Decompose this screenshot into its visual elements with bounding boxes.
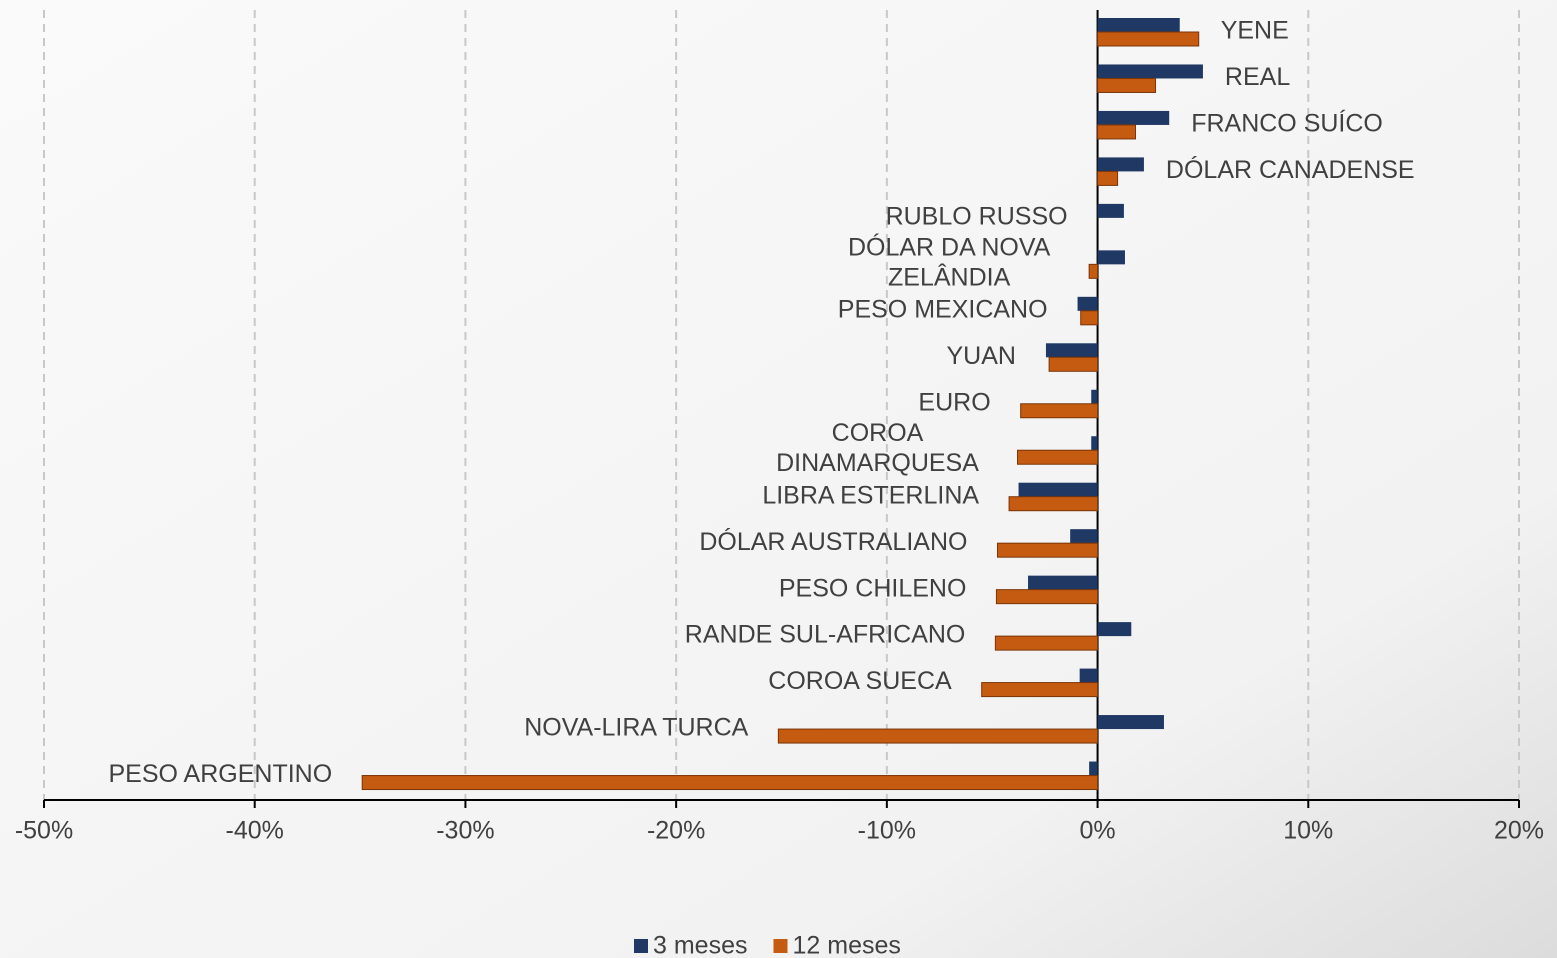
- category-label: YENE: [1221, 17, 1289, 45]
- bar: [1097, 110, 1170, 125]
- bar: [1097, 31, 1200, 47]
- category-label: EURO: [918, 388, 990, 416]
- bar: [1091, 389, 1098, 404]
- category-label: COROA SUECA: [768, 667, 952, 695]
- bar: [995, 589, 1099, 605]
- category-label: REAL: [1225, 63, 1290, 91]
- bar: [1008, 496, 1099, 512]
- bar: [1070, 529, 1098, 544]
- x-tick-label: 20%: [1494, 817, 1544, 845]
- bar: [1097, 64, 1203, 79]
- category-label: DÓLAR AUSTRALIANO: [699, 527, 967, 556]
- bar: [1045, 343, 1098, 358]
- bar: [1017, 449, 1099, 465]
- bar: [1097, 18, 1180, 32]
- category-label: PESO CHILENO: [779, 574, 967, 602]
- legend-label: 3 meses: [653, 932, 747, 958]
- bar: [996, 542, 1099, 558]
- bar: [361, 775, 1099, 791]
- category-label: DÓLAR DA NOVA ZELÂNDIA: [848, 232, 1051, 291]
- bar: [1097, 715, 1164, 730]
- category-label: DÓLAR CANADENSE: [1166, 155, 1415, 184]
- legend-swatch: [773, 939, 788, 953]
- x-tick-label: -40%: [226, 817, 284, 845]
- category-label: FRANCO SUÍCO: [1191, 109, 1383, 138]
- x-tick-label: -50%: [15, 817, 73, 845]
- bar: [1080, 310, 1099, 326]
- bar: [1097, 124, 1136, 140]
- x-tick-label: 10%: [1283, 817, 1333, 845]
- bar: [1048, 356, 1099, 372]
- bar: [1088, 263, 1099, 279]
- category-label: PESO ARGENTINO: [109, 760, 333, 788]
- bar: [1097, 170, 1119, 186]
- bar: [1097, 622, 1132, 637]
- x-tick-label: -20%: [647, 817, 705, 845]
- bar: [1097, 157, 1144, 172]
- bar: [1089, 761, 1098, 776]
- category-label: RUBLO RUSSO: [886, 202, 1068, 230]
- bar: [1097, 77, 1157, 93]
- category-label: RANDE SUL-AFRICANO: [685, 621, 966, 649]
- category-label: COROA DINAMARQUESA: [776, 419, 979, 477]
- bar: [1097, 250, 1125, 265]
- bar: [1097, 203, 1124, 218]
- bar: [981, 682, 1099, 698]
- bar: [994, 635, 1099, 651]
- bar: [777, 728, 1099, 744]
- legend-label: 12 meses: [792, 932, 900, 958]
- category-label: NOVA-LIRA TURCA: [524, 714, 748, 742]
- bar: [1028, 575, 1098, 590]
- bar: [1020, 403, 1099, 419]
- bar: [1018, 482, 1098, 497]
- category-label: LIBRA ESTERLINA: [762, 481, 979, 509]
- legend-swatch: [634, 939, 648, 953]
- bar: [1077, 296, 1098, 311]
- bar: [1091, 436, 1098, 451]
- category-label: PESO MEXICANO: [838, 295, 1048, 323]
- x-tick-label: 0%: [1080, 817, 1116, 845]
- bar: [1079, 668, 1098, 683]
- category-label: YUAN: [946, 342, 1015, 370]
- x-tick-label: -30%: [436, 817, 494, 845]
- x-tick-label: -10%: [858, 817, 916, 845]
